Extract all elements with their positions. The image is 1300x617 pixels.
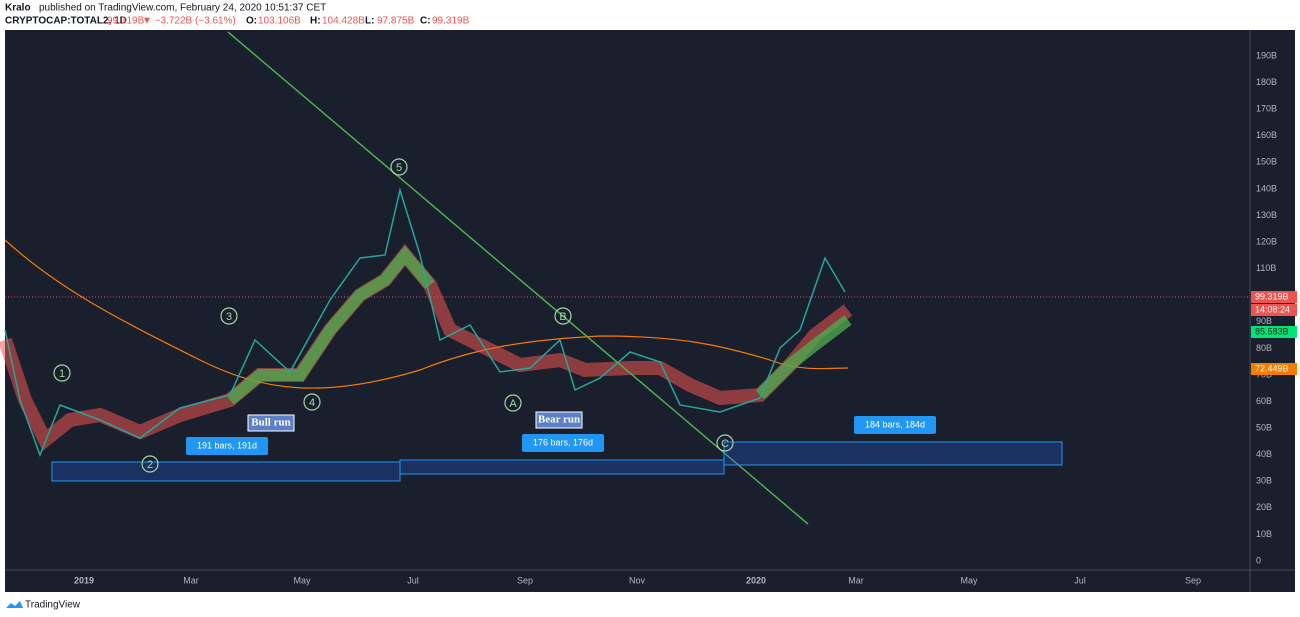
- wave-label: C: [721, 438, 729, 450]
- price-tag: 99.319B: [1255, 291, 1289, 301]
- time-tick-label: May: [960, 575, 978, 585]
- price-tick-label: 130B: [1256, 210, 1277, 220]
- price-tag: 14:08:24: [1255, 304, 1290, 314]
- wave-circle: [554, 307, 572, 325]
- wave-label: 4: [309, 397, 315, 409]
- logo: [6, 601, 23, 608]
- time-tick-label: Jul: [407, 575, 419, 585]
- ohlc-label: H:: [310, 16, 321, 27]
- wave-circle: [504, 394, 522, 412]
- chart-pane: [5, 30, 1295, 592]
- ema-ribbon-up: [226, 245, 852, 405]
- time-tick-label: 2020: [746, 575, 766, 585]
- phase-label: Bear run: [538, 414, 580, 426]
- price-tag-bg: [1251, 326, 1297, 338]
- wave-circle: [716, 434, 734, 452]
- wave-circle: [141, 455, 159, 473]
- price-tick-label: 40B: [1256, 449, 1272, 459]
- price-tick-label: 10B: [1256, 529, 1272, 539]
- ohlc-label: L:: [365, 16, 374, 27]
- time-tick-label: Sep: [1185, 575, 1201, 585]
- ohlc-label: O:: [246, 16, 257, 27]
- range-label-bg: [522, 434, 604, 452]
- wave-label: 1: [59, 368, 65, 380]
- price-tick-label: 170B: [1256, 104, 1277, 114]
- wave-label: 5: [396, 162, 402, 174]
- time-tick-label: Jul: [1074, 575, 1086, 585]
- price-tag-bg: [1251, 291, 1297, 303]
- footer-bar: [0, 595, 1300, 617]
- phase-label: Bull run: [251, 417, 290, 429]
- price-tick-label: 150B: [1256, 157, 1277, 167]
- price-tag-bg: [1251, 363, 1297, 375]
- price-tag: 85.583B: [1255, 326, 1289, 336]
- price-tag-bg: [1251, 304, 1297, 316]
- ohlc-label: C:: [420, 16, 431, 27]
- price-tick-label: 160B: [1256, 130, 1277, 140]
- wave-circle: [220, 307, 238, 325]
- ohlc-value: 99.319B: [432, 16, 470, 27]
- wave-label: B: [559, 311, 566, 323]
- price-tick-label: 80B: [1256, 343, 1272, 353]
- ohlc-value: 97.875B: [377, 16, 415, 27]
- time-tick-label: Mar: [183, 575, 199, 585]
- wave-label: 2: [147, 459, 153, 471]
- wave-circle: [390, 158, 408, 176]
- price-tag: 72.449B: [1255, 363, 1289, 373]
- time-tick-label: May: [293, 575, 311, 585]
- price-tick-label: 20B: [1256, 502, 1272, 512]
- wave-label: 3: [226, 311, 232, 323]
- range-label: 184 bars, 184d: [865, 419, 925, 429]
- footer: TradingView: [25, 600, 81, 611]
- change: ▼ −3.722B (−3.61%): [142, 16, 236, 27]
- range-label-bg: [854, 416, 936, 434]
- author: Kralo: [5, 3, 31, 14]
- price: [4, 187, 846, 458]
- price-tick-label: 110B: [1256, 263, 1276, 273]
- price-tick-label: 30B: [1256, 476, 1272, 486]
- range-box: [51, 461, 401, 482]
- ohlc-value: 104.428B: [322, 16, 365, 27]
- trend-line: [227, 31, 809, 525]
- price-tick-label: 120B: [1256, 236, 1277, 246]
- range-label: 191 bars, 191d: [197, 440, 257, 450]
- moving-average: [4, 239, 849, 389]
- time-tick-label: Sep: [517, 575, 533, 585]
- wave-circle: [303, 393, 321, 411]
- price-tick-label: 140B: [1256, 183, 1277, 193]
- range-label: 176 bars, 176d: [533, 437, 593, 447]
- range-label-bg: [186, 437, 268, 455]
- price-tick-label: 60B: [1256, 396, 1272, 406]
- range-box: [399, 459, 725, 475]
- last: 99.319B: [107, 16, 145, 27]
- wave-circle: [53, 364, 71, 382]
- price-tick-label: 190B: [1256, 50, 1277, 60]
- price-tick-label: 50B: [1256, 422, 1272, 432]
- ohlc-value: 103.106B: [258, 16, 301, 27]
- phase-box: [535, 411, 583, 429]
- range-box: [723, 441, 1063, 466]
- price-tick-label: 0: [1256, 555, 1261, 565]
- wave-label: A: [509, 398, 517, 410]
- time-tick-label: Mar: [848, 575, 864, 585]
- phase-box: [247, 414, 295, 432]
- time-tick-label: 2019: [74, 575, 94, 585]
- published: published on TradingView.com, February 2…: [39, 3, 326, 14]
- symbol: CRYPTOCAP:TOTAL2, 1D: [5, 16, 127, 27]
- price-tick-label: 180B: [1256, 77, 1277, 87]
- time-tick-label: Nov: [629, 575, 646, 585]
- price-tick-label: 90B: [1256, 316, 1272, 326]
